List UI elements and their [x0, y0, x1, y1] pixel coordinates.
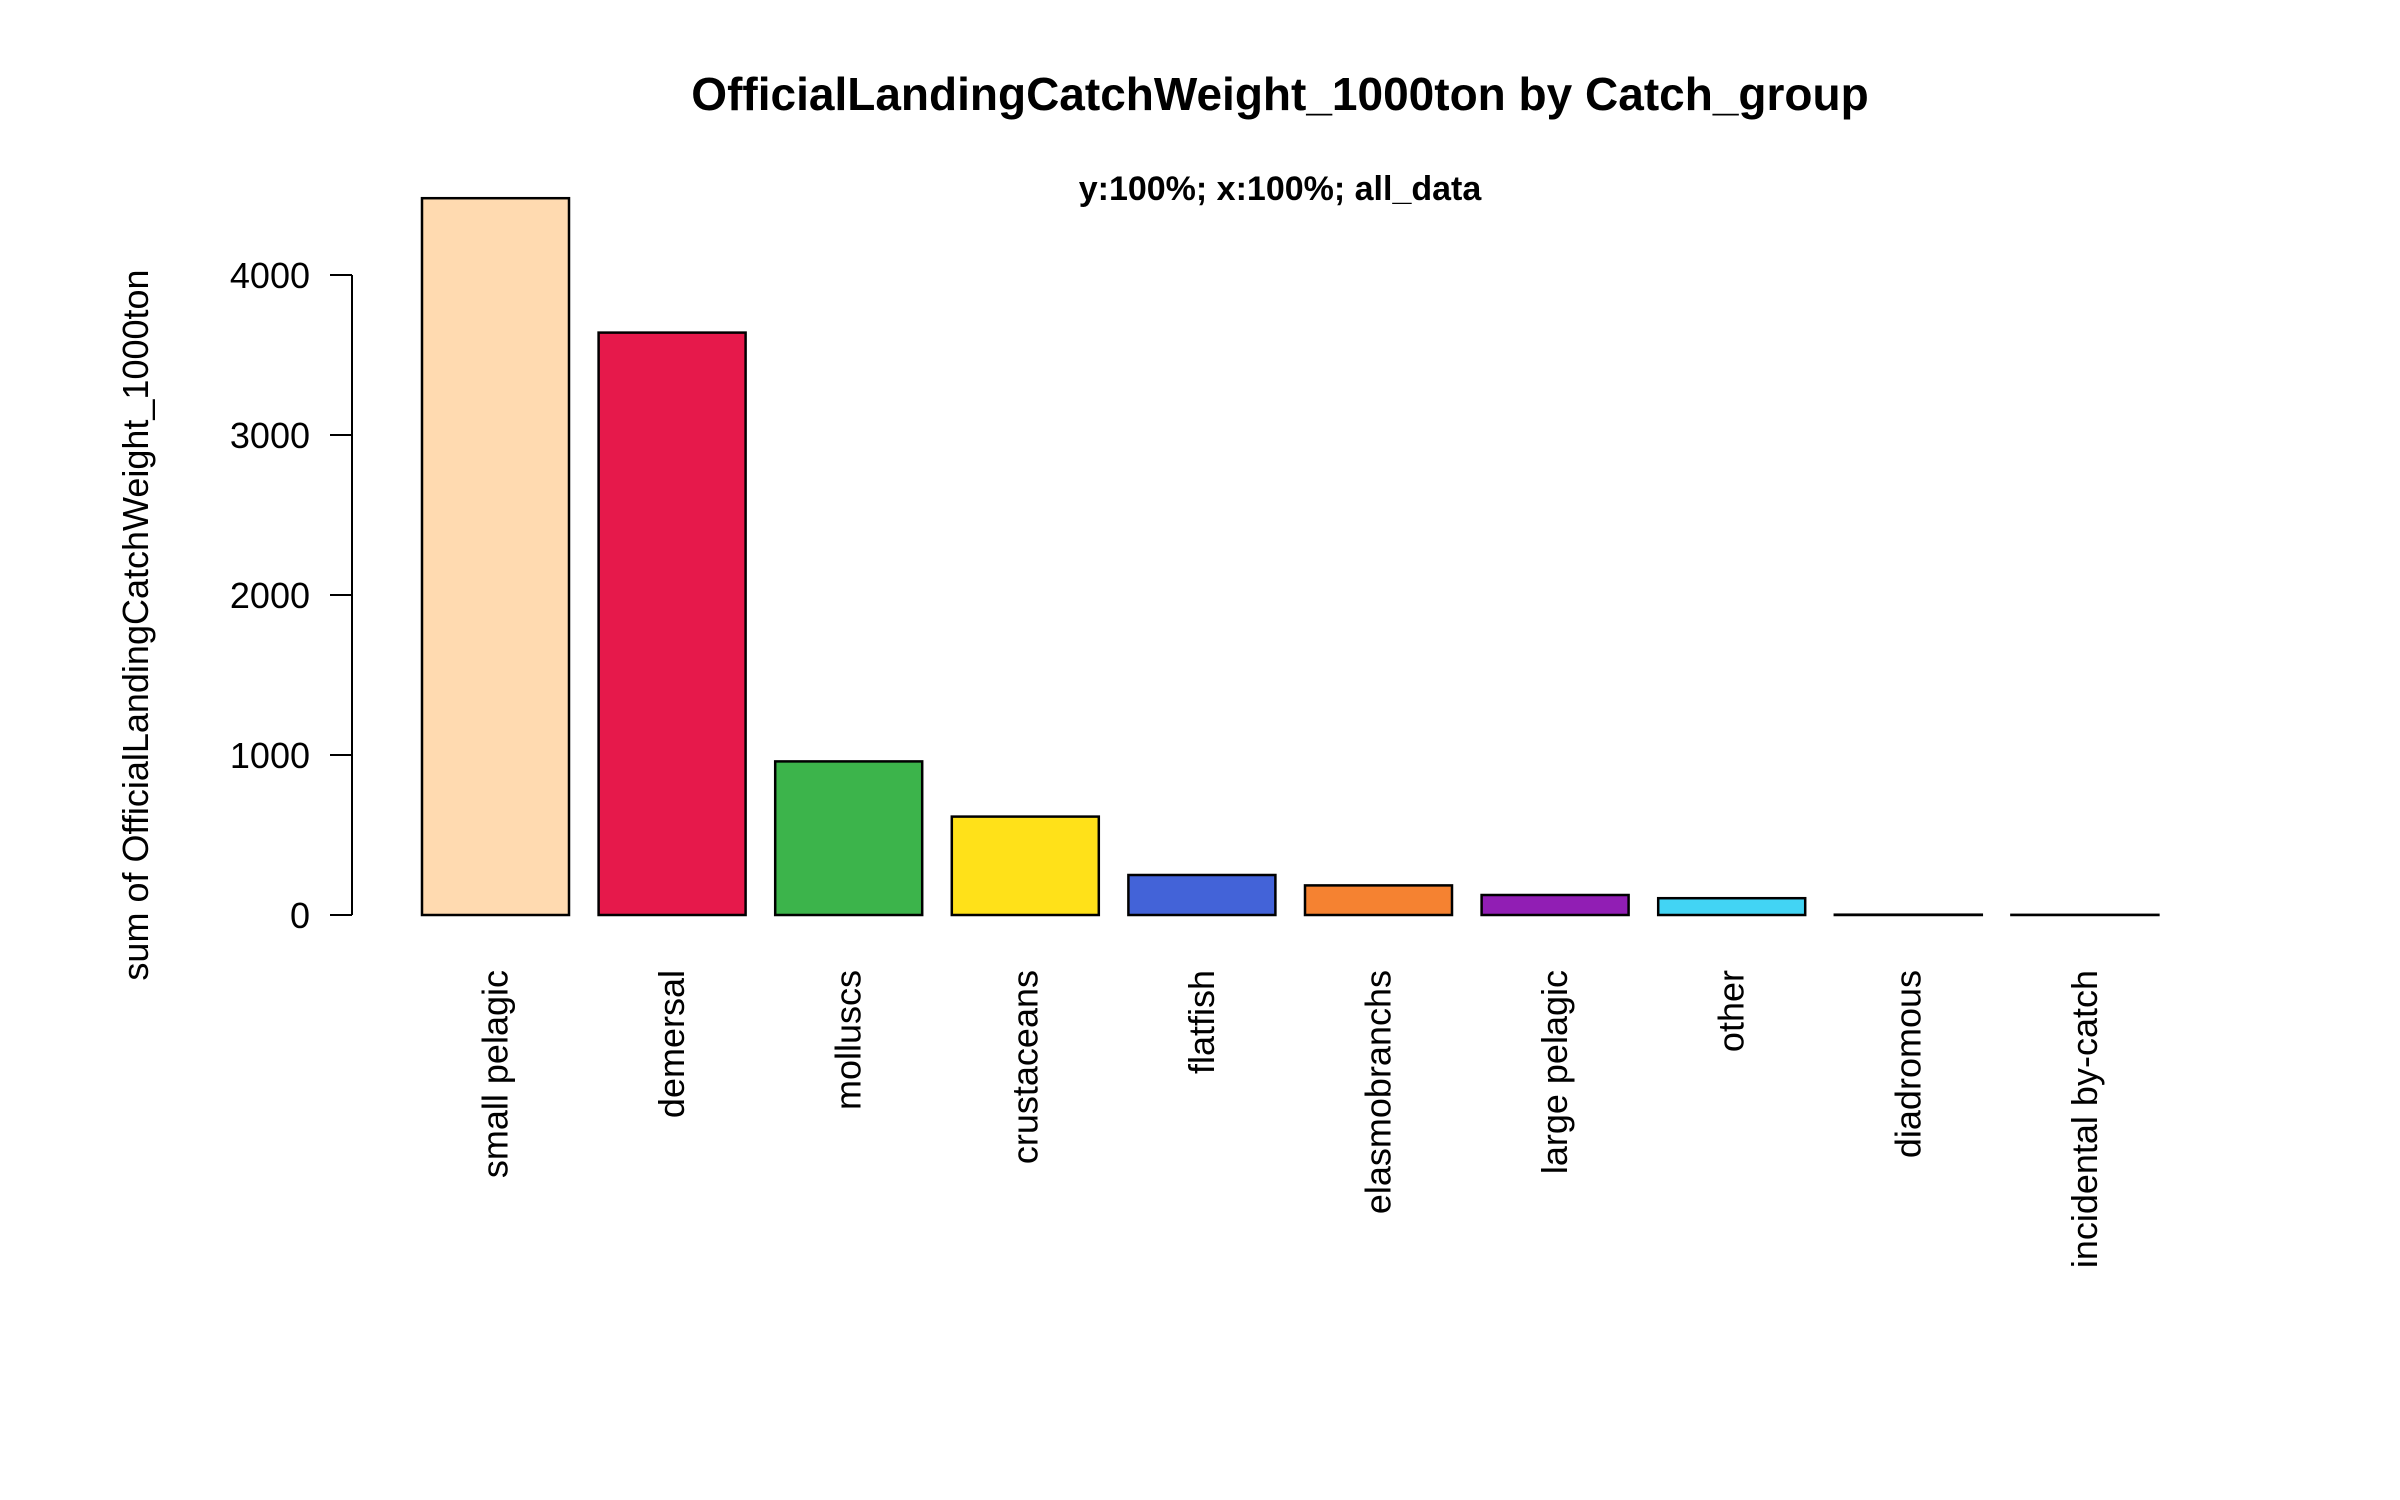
y-tick-label: 3000	[230, 415, 310, 456]
bar	[773, 760, 924, 917]
y-tick-label: 0	[290, 895, 310, 936]
x-tick-label: incidental by-catch	[2064, 970, 2105, 1268]
x-tick-label: molluscs	[828, 970, 869, 1110]
bar	[1480, 893, 1630, 917]
bar	[1127, 873, 1277, 917]
bar	[1303, 884, 1454, 917]
x-tick-label: crustaceans	[1004, 970, 1045, 1164]
y-axis-label: sum of OfficialLandingCatchWeight_1000to…	[115, 269, 156, 980]
x-tick-label: other	[1711, 970, 1752, 1052]
bar	[420, 196, 571, 917]
chart-title: OfficialLandingCatchWeight_1000ton by Ca…	[691, 68, 1868, 120]
bar	[1656, 896, 1807, 917]
y-axis: 0 1000 2000 3000 4000	[230, 255, 353, 936]
x-axis-labels: small pelagic demersal molluscs crustaceans…	[475, 970, 2105, 1268]
chart-subtitle: y:100%; x:100%; all_data	[1079, 170, 1483, 208]
bar	[950, 815, 1101, 917]
x-tick-label: demersal	[651, 970, 692, 1118]
bars	[420, 196, 2160, 917]
y-tick-label: 2000	[230, 575, 310, 616]
x-tick-label: flatfish	[1181, 970, 1222, 1074]
bar	[597, 331, 747, 917]
x-tick-label: small pelagic	[475, 970, 516, 1178]
x-tick-label: large pelagic	[1534, 970, 1575, 1174]
x-tick-label: elasmobranchs	[1358, 970, 1399, 1214]
y-tick-label: 4000	[230, 255, 310, 296]
y-tick-label: 1000	[230, 735, 310, 776]
x-tick-label: diadromous	[1887, 970, 1928, 1158]
